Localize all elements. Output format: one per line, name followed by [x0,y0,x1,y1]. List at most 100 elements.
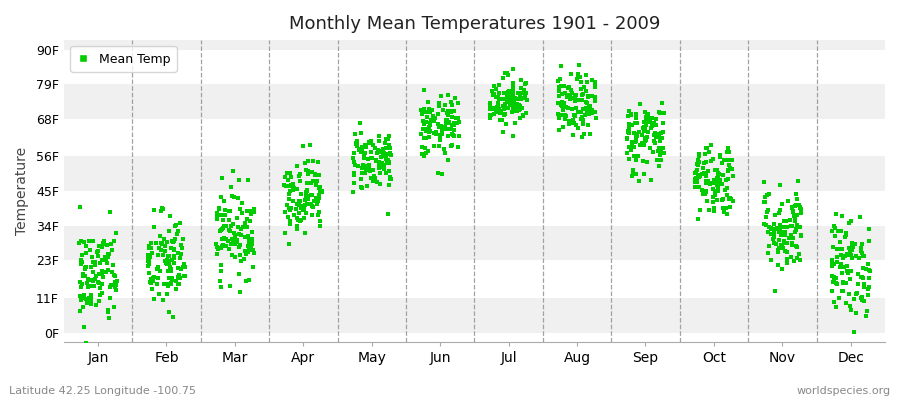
Point [223,228,238,234]
Point [157,252,171,258]
Point [163,264,177,270]
Point [354,176,368,182]
Point [628,120,643,126]
Point [776,244,790,251]
Point [109,230,123,236]
Point [365,178,380,184]
Point [296,207,310,213]
Point [636,124,651,131]
Point [418,135,433,141]
Point [105,268,120,275]
Point [416,126,430,132]
Point [166,254,181,261]
Point [710,186,724,192]
Point [561,92,575,98]
Point [106,238,121,244]
Point [224,241,238,247]
Point [162,253,176,260]
Point [554,102,568,108]
Point [229,239,243,245]
Point [294,190,309,197]
Point [497,112,511,118]
Point [565,132,580,139]
Point [211,210,225,216]
Point [707,179,722,186]
Point [653,130,668,136]
Point [309,182,323,188]
Point [231,224,246,230]
Point [348,162,363,169]
Point [441,92,455,98]
Point [770,241,784,248]
Point [102,315,116,321]
Bar [64,156,885,191]
Point [281,214,295,220]
Point [227,230,241,236]
Point [379,136,393,142]
Point [429,129,444,136]
Point [845,246,859,253]
Point [302,179,316,186]
Point [571,71,585,77]
Point [229,241,243,248]
Point [575,119,590,126]
Point [847,296,861,302]
Point [165,256,179,263]
Point [418,126,432,133]
Point [278,230,293,237]
Point [158,243,172,250]
Point [356,162,370,169]
Point [154,247,168,254]
Point [285,181,300,188]
Point [652,138,667,144]
Point [760,192,774,198]
Point [218,212,232,218]
Point [374,154,388,160]
Bar [64,260,885,298]
Point [625,139,639,146]
Point [585,77,599,83]
Point [788,202,803,208]
Point [634,140,649,146]
Point [491,106,506,113]
Point [622,156,636,162]
Point [705,180,719,186]
Point [298,160,312,166]
Point [235,210,249,216]
Point [379,144,393,151]
Point [95,267,110,274]
Point [222,208,237,214]
Point [164,280,178,286]
Point [854,294,868,300]
Point [629,171,643,178]
Point [346,180,361,186]
Point [832,295,846,301]
Point [97,238,112,244]
Point [555,105,570,111]
Point [422,106,436,113]
Point [154,208,168,214]
Point [171,250,185,256]
Point [691,162,706,168]
Point [565,106,580,113]
Point [780,260,795,266]
Point [758,194,772,200]
Point [145,286,159,292]
Point [109,287,123,294]
Point [570,76,584,82]
Point [770,225,784,232]
Point [245,237,259,244]
Point [824,262,839,269]
Point [76,273,90,279]
Point [147,296,161,302]
Point [283,218,297,224]
Point [829,304,843,310]
Point [633,142,647,148]
Point [559,104,573,111]
Point [239,224,254,230]
Point [506,88,520,94]
Point [173,275,187,282]
Point [766,230,780,236]
Point [576,117,590,123]
Point [630,120,644,126]
